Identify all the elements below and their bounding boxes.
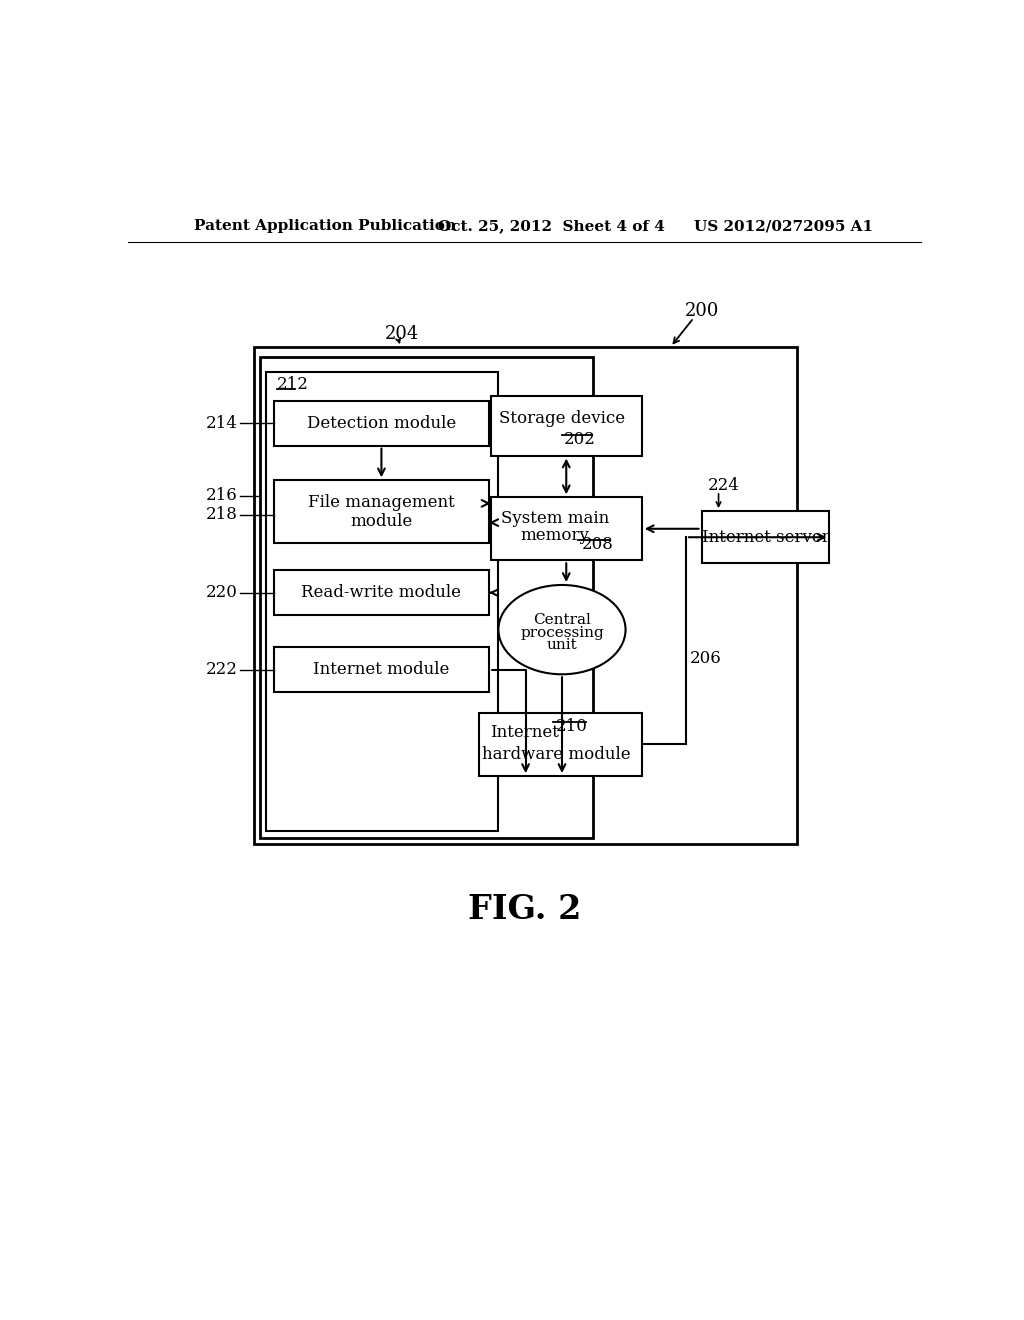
- Text: Storage device: Storage device: [500, 411, 626, 428]
- FancyBboxPatch shape: [273, 647, 489, 692]
- FancyBboxPatch shape: [273, 480, 489, 544]
- Text: 216: 216: [206, 487, 238, 504]
- Text: 204: 204: [385, 325, 420, 343]
- Text: US 2012/0272095 A1: US 2012/0272095 A1: [693, 219, 872, 234]
- Text: 208: 208: [582, 536, 613, 553]
- Text: 214: 214: [206, 414, 238, 432]
- FancyBboxPatch shape: [273, 570, 489, 615]
- Text: Oct. 25, 2012  Sheet 4 of 4: Oct. 25, 2012 Sheet 4 of 4: [438, 219, 665, 234]
- Text: 206: 206: [690, 651, 722, 668]
- FancyBboxPatch shape: [479, 713, 642, 776]
- Text: Internet: Internet: [489, 725, 558, 742]
- Text: Internet module: Internet module: [313, 661, 450, 678]
- Text: 224: 224: [708, 477, 739, 494]
- Text: Central: Central: [534, 614, 591, 627]
- Text: System main: System main: [501, 511, 608, 527]
- Text: 200: 200: [684, 302, 719, 319]
- Text: memory: memory: [520, 527, 589, 544]
- Text: Read-write module: Read-write module: [301, 585, 462, 601]
- Text: 202: 202: [564, 430, 596, 447]
- Text: 222: 222: [206, 661, 238, 678]
- Text: 220: 220: [206, 585, 238, 601]
- Text: File management
module: File management module: [308, 494, 455, 531]
- Text: 210: 210: [556, 718, 588, 735]
- FancyBboxPatch shape: [260, 358, 593, 838]
- Text: 212: 212: [276, 375, 308, 392]
- FancyBboxPatch shape: [254, 347, 797, 843]
- FancyBboxPatch shape: [266, 372, 499, 830]
- Ellipse shape: [499, 585, 626, 675]
- FancyBboxPatch shape: [273, 401, 489, 446]
- FancyBboxPatch shape: [701, 511, 829, 564]
- Text: Detection module: Detection module: [307, 414, 456, 432]
- FancyBboxPatch shape: [490, 498, 642, 561]
- Text: Internet server: Internet server: [701, 529, 829, 545]
- Text: unit: unit: [547, 638, 578, 652]
- Text: Patent Application Publication: Patent Application Publication: [194, 219, 456, 234]
- Text: hardware module: hardware module: [482, 746, 631, 763]
- Text: 218: 218: [206, 507, 238, 524]
- FancyBboxPatch shape: [490, 396, 642, 455]
- Text: FIG. 2: FIG. 2: [468, 892, 582, 925]
- Text: processing: processing: [520, 626, 604, 640]
